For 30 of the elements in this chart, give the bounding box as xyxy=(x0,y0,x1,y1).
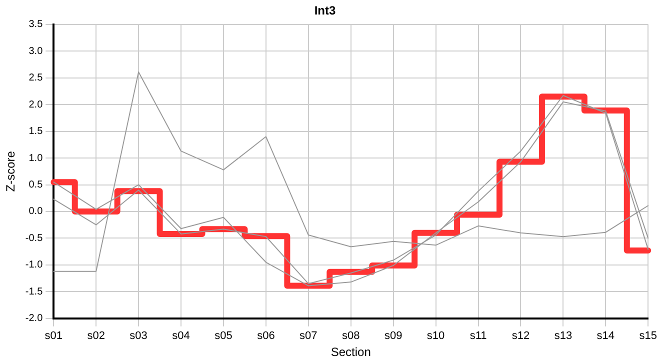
y-tick-label: 3.0 xyxy=(28,46,44,57)
x-tick-label: s10 xyxy=(426,330,445,342)
y-tick-label: 0.5 xyxy=(28,180,44,191)
x-tick-label: s05 xyxy=(214,330,232,342)
chart-title: Int3 xyxy=(314,4,336,18)
y-tick-label: 3.5 xyxy=(28,19,44,30)
x-tick-label: s13 xyxy=(554,330,572,342)
x-tick-label: s12 xyxy=(512,330,530,342)
y-tick-label: -1.5 xyxy=(25,286,44,298)
x-tick-label: s03 xyxy=(130,330,148,342)
x-tick-label: s02 xyxy=(87,330,105,342)
x-tick-label: s15 xyxy=(639,330,658,342)
x-tick-label: s08 xyxy=(342,330,360,342)
y-tick-label: 2.0 xyxy=(28,99,44,110)
y-tick-label: -1.0 xyxy=(25,260,44,271)
x-axis-title: Section xyxy=(330,345,371,360)
y-tick-label: 0.0 xyxy=(28,206,44,218)
y-tick-label: 1.5 xyxy=(28,126,44,138)
y-tick-label: 2.5 xyxy=(28,72,44,84)
y-axis-title: Z-score xyxy=(4,150,18,192)
y-tick-label: -2.0 xyxy=(25,313,44,324)
x-tick-label: s07 xyxy=(300,330,318,342)
x-tick-label: s06 xyxy=(257,330,275,342)
y-tick-label: 1.0 xyxy=(28,152,44,164)
x-tick-label: s09 xyxy=(384,330,402,342)
x-tick-label: s04 xyxy=(172,330,190,342)
x-tick-label: s01 xyxy=(44,330,63,342)
x-tick-label: s14 xyxy=(596,330,615,342)
y-tick-label: -0.5 xyxy=(25,232,44,244)
x-tick-label: s11 xyxy=(470,330,487,342)
